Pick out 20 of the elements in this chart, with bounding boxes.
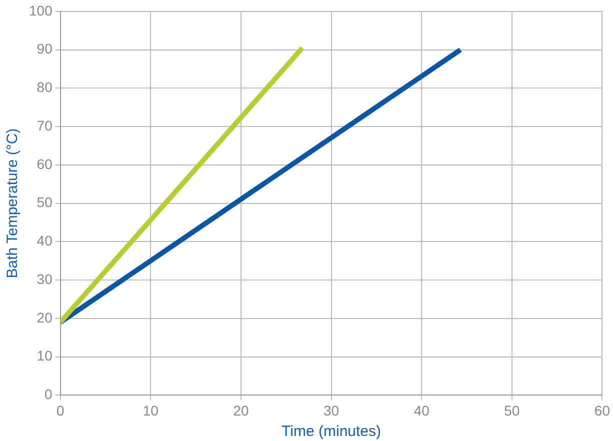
x-tick-label: 40 xyxy=(414,402,430,418)
x-tick-label: 0 xyxy=(56,402,64,418)
y-tick-label: 80 xyxy=(36,79,53,96)
x-tick-label: 20 xyxy=(233,402,249,418)
y-tick-label: 30 xyxy=(36,270,53,287)
x-tick-label: 30 xyxy=(323,402,340,418)
y-axis-title: Bath Temperature (°C) xyxy=(4,128,22,278)
y-tick-label: 100 xyxy=(29,2,53,18)
y-tick-label: 10 xyxy=(36,348,53,364)
y-tick-label: 90 xyxy=(36,40,53,57)
y-tick-label: 0 xyxy=(44,386,53,402)
y-tick-label: 70 xyxy=(36,117,53,134)
y-tick-label: 40 xyxy=(36,232,53,249)
x-tick-label: 60 xyxy=(594,402,610,418)
y-tick-label: 60 xyxy=(36,156,53,172)
x-tick-label: 10 xyxy=(142,402,159,418)
x-tick-label: 50 xyxy=(504,402,520,418)
y-tick-label: 20 xyxy=(36,309,53,326)
x-axis-title: Time (minutes) xyxy=(282,423,382,440)
y-tick-label: 50 xyxy=(36,194,53,210)
